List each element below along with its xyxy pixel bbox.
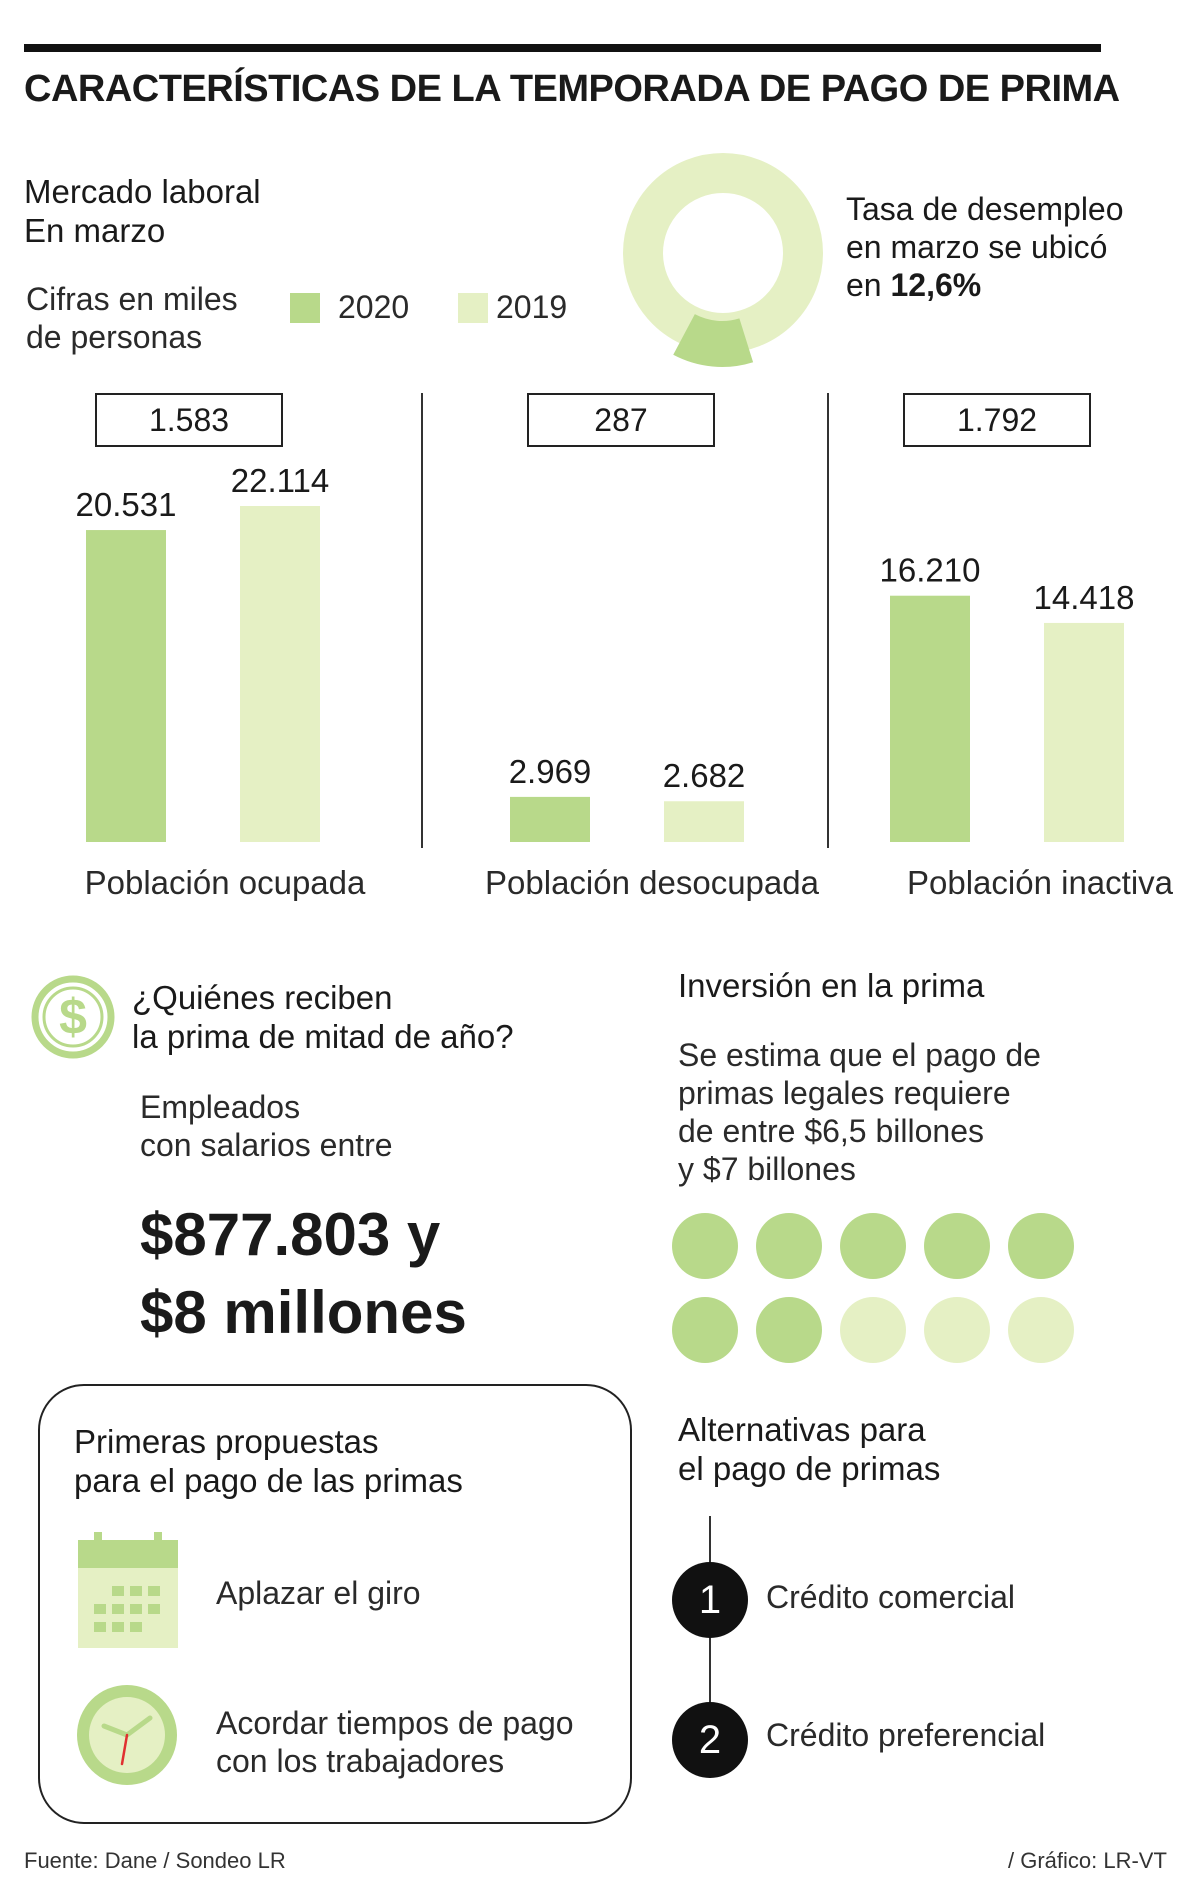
bar-label-ocupada-2020: 20.531 [76,486,177,523]
bar-label-desocupada-2019: 2.682 [663,757,746,794]
mercado-heading-line2: En marzo [24,212,166,249]
inversion-line1: Se estima que el pago de [678,1037,1041,1073]
dollar-icon: $ [31,975,115,1059]
propuestas-heading: Primeras propuestas para el pago de las … [74,1422,463,1500]
propuesta-item-2: Acordar tiempos de pago con los trabajad… [216,1704,574,1780]
desempleo-value: 12,6% [890,267,982,303]
propuestas-box [38,1384,632,1824]
bar-ocupada-2020 [86,530,166,842]
legend-2020-swatch [290,293,320,323]
donut-unemployment-slice [673,314,754,367]
units-line1: Cifras en miles [26,281,238,317]
quienes-desc-line1: Empleados [140,1089,301,1125]
bar-desocupada-2020 [510,796,590,842]
bar-label-ocupada-2019: 22.114 [231,462,329,499]
propuestas-heading-line1: Primeras propuestas [74,1423,379,1460]
alternativas-heading-line1: Alternativas para [678,1411,926,1448]
clock-icon [77,1685,177,1785]
inversion-line2: primas legales requiere [678,1075,1011,1111]
bar-label-inactiva-2019: 14.418 [1034,579,1135,616]
category-label-ocupada: Población ocupada [84,864,366,901]
dot-filled [756,1297,822,1363]
mercado-bar-chart: 20.531 22.114 2.969 2.682 16.210 14.418 [76,462,1135,842]
propuestas-heading-line2: para el pago de las primas [74,1462,463,1499]
quienes-line1: ¿Quiénes reciben [132,979,393,1016]
alternativa-number-2: 2 [672,1702,748,1778]
dot-empty [924,1297,990,1363]
salary-range-line1: $877.803 y [140,1201,441,1268]
bar-label-inactiva-2020: 16.210 [880,552,981,589]
desempleo-line3: en 12,6% [846,266,1124,304]
diff-box-desocupada: 287 [527,393,715,447]
propuesta-item-1: Aplazar el giro [216,1575,421,1611]
alternativas-heading-line2: el pago de primas [678,1450,941,1487]
inversion-dots [672,1213,1074,1363]
quienes-desc: Empleados con salarios entre [140,1088,393,1164]
units-line2: de personas [26,319,203,355]
inversion-desc: Se estima que el pago de primas legales … [678,1036,1041,1188]
footer-source: Fuente: Dane / Sondeo LR [24,1848,286,1873]
top-rule [24,44,1101,52]
category-label-desocupada: Población desocupada [485,864,819,901]
dot-filled [756,1213,822,1279]
alternativa-number-1: 1 [672,1562,748,1638]
bar-ocupada-2019 [240,506,320,842]
inversion-heading: Inversión en la prima [678,967,985,1004]
dot-filled [672,1213,738,1279]
category-label-inactiva: Población inactiva [907,864,1173,901]
bar-label-desocupada-2020: 2.969 [509,753,592,790]
desempleo-text: Tasa de desempleo en marzo se ubicó en 1… [846,190,1124,304]
inversion-line4: y $7 billones [678,1151,856,1187]
quienes-desc-line2: con salarios entre [140,1127,393,1163]
propuesta-item-2-line1: Acordar tiempos de pago [216,1705,574,1741]
quienes-heading: ¿Quiénes reciben la prima de mitad de añ… [132,978,514,1056]
footer-credit: / Gráfico: LR-VT [1008,1848,1167,1873]
svg-text:$: $ [59,989,87,1045]
alternativa-label-2: Crédito preferencial [766,1717,1046,1753]
units-note: Cifras en miles de personas [26,280,238,356]
diff-box-inactiva: 1.792 [903,393,1091,447]
dot-filled [672,1297,738,1363]
mercado-heading-line1: Mercado laboral [24,173,261,210]
bar-inactiva-2019 [1044,622,1124,842]
page-title: CARACTERÍSTICAS DE LA TEMPORADA DE PAGO … [24,68,1120,110]
desempleo-line1: Tasa de desempleo [846,191,1124,227]
divider-1 [421,393,423,848]
bar-inactiva-2020 [890,595,970,842]
salary-range-line2: $8 millones [140,1279,467,1346]
salary-range: $877.803 y $8 millones [140,1196,467,1352]
dot-filled [840,1213,906,1279]
diff-box-ocupada: 1.583 [95,393,283,447]
desempleo-line2: en marzo se ubicó [846,229,1108,265]
legend-2020-label: 2020 [338,289,410,325]
donut-base-ring [623,153,823,353]
quienes-line2: la prima de mitad de año? [132,1018,514,1055]
alternativas-heading: Alternativas para el pago de primas [678,1410,940,1488]
propuesta-item-2-line2: con los trabajadores [216,1743,505,1779]
dot-filled [1008,1213,1074,1279]
legend-2019-label: 2019 [496,289,568,325]
mercado-heading: Mercado laboral En marzo [24,172,261,250]
divider-2 [827,393,829,848]
dot-empty [1008,1297,1074,1363]
inversion-line3: de entre $6,5 billones [678,1113,984,1149]
dot-filled [924,1213,990,1279]
dot-empty [840,1297,906,1363]
bar-desocupada-2019 [664,801,744,842]
desempleo-prefix: en [846,267,882,303]
legend-2019-swatch [458,293,488,323]
calendar-icon [78,1532,178,1648]
alternativa-label-1: Crédito comercial [766,1579,1015,1615]
unemployment-donut [623,153,823,367]
